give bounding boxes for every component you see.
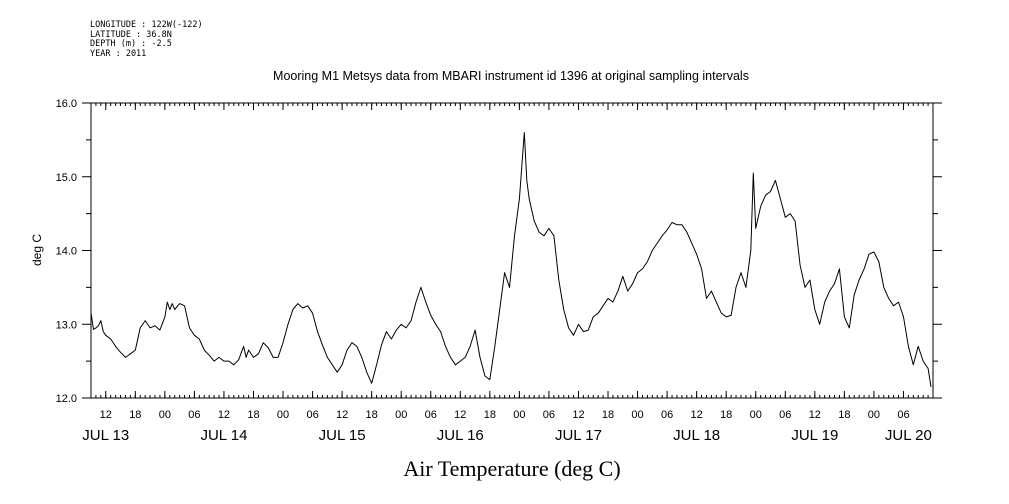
day-label: JUL 18 [673,427,720,444]
x-tick-label: 06 [188,409,200,421]
depth-label: DEPTH (m) : -2.5 [90,39,172,49]
plot-axes [90,102,934,399]
year-label: YEAR : 2011 [90,48,147,59]
x-tick-label: 06 [661,409,673,421]
x-tick-label: 00 [277,409,289,421]
x-tick-label: 12 [572,409,584,421]
x-tick-label: 00 [159,409,171,421]
x-tick-label: 18 [720,409,732,421]
x-tick-label: 00 [513,409,525,421]
day-label: JUL 14 [200,427,247,444]
x-tick-label: 06 [779,409,791,421]
chart-title: Mooring M1 Metsys data from MBARI instru… [273,69,749,83]
x-tick-label: 06 [306,409,318,421]
latitude-label: LATITUDE : 36.8N [90,29,172,40]
x-tick-label: 12 [218,409,230,421]
x-tick-label: 06 [543,409,555,421]
y-tick-label: 14.0 [56,246,77,258]
x-tick-label: 12 [454,409,466,421]
day-label: JUL 17 [555,427,602,444]
x-tick-label: 00 [750,409,762,421]
longitude-label: LONGITUDE : 122W(-122) [90,20,203,30]
y-axis-label: deg C [30,234,44,266]
plot-frame [90,102,934,399]
x-tick-label: 12 [809,409,821,421]
y-tick-label: 12.0 [56,393,77,405]
x-tick-label: 12 [336,409,348,421]
y-tick-label: 16.0 [56,98,77,110]
y-tick-label: 13.0 [56,319,77,331]
day-label: JUL 20 [885,427,932,444]
x-tick-label: 18 [838,409,850,421]
x-axis-label: Air Temperature (deg C) [403,456,620,481]
y-tick-label: 15.0 [56,172,77,184]
x-tick-label: 18 [484,409,496,421]
series-group [90,132,932,387]
air-temperature-line [90,132,932,387]
x-tick-label: 18 [602,409,614,421]
day-label: JUL 19 [791,427,838,444]
tick-labels: 12 18 00 06 12 18 00 06 12 18 00 06 12 18 00 06 12 18 00 06… [56,98,932,444]
x-tick-label: 18 [129,409,141,421]
x-tick-label: 06 [425,409,437,421]
x-tick-label: 18 [366,409,378,421]
x-tick-label: 18 [247,409,259,421]
x-tick-label: 00 [868,409,880,421]
day-label: JUL 16 [437,427,484,444]
x-tick-label: 00 [631,409,643,421]
axis-ticks [82,102,942,399]
day-label: JUL 15 [319,427,366,444]
x-tick-label: 12 [691,409,703,421]
mooring-metadata: LONGITUDE : 122W(-122) LATITUDE : 36.8N … [90,20,203,59]
day-label: JUL 13 [82,427,129,444]
x-tick-label: 06 [897,409,909,421]
x-tick-label: 12 [100,409,112,421]
x-tick-label: 00 [395,409,407,421]
